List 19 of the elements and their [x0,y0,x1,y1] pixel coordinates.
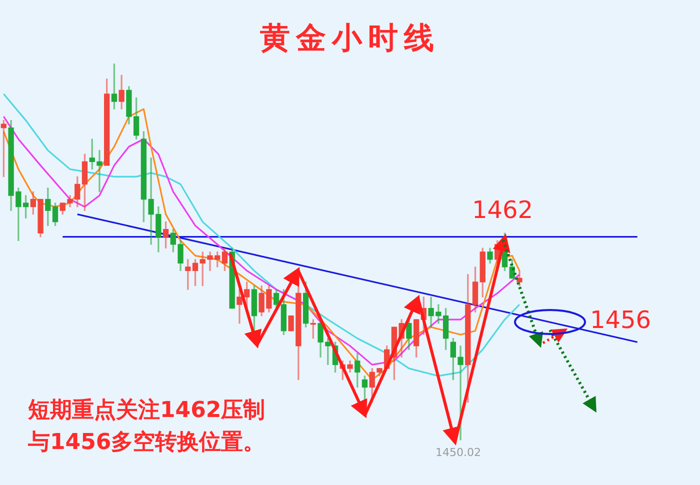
candlestick [185,259,191,290]
candlestick [236,289,242,324]
candlestick [52,202,58,226]
candlestick [192,259,198,286]
annotation: 短期重点关注1462压制 [28,397,266,425]
candlestick [0,120,7,178]
chart-title: 黄金小时线 [259,20,441,58]
annotation: 1462 [472,196,534,224]
candlestick [104,78,110,166]
candlestick [162,221,169,248]
annotation: 1456 [590,306,652,334]
candlestick [82,154,88,211]
candlestick [222,248,228,272]
candlestick [516,270,522,286]
candlestick [45,188,51,226]
candlestick [118,74,124,110]
candlestick [111,64,118,110]
text: 1450.02 [436,446,482,459]
annotation: 与1456多空转换位置。 [28,429,266,457]
